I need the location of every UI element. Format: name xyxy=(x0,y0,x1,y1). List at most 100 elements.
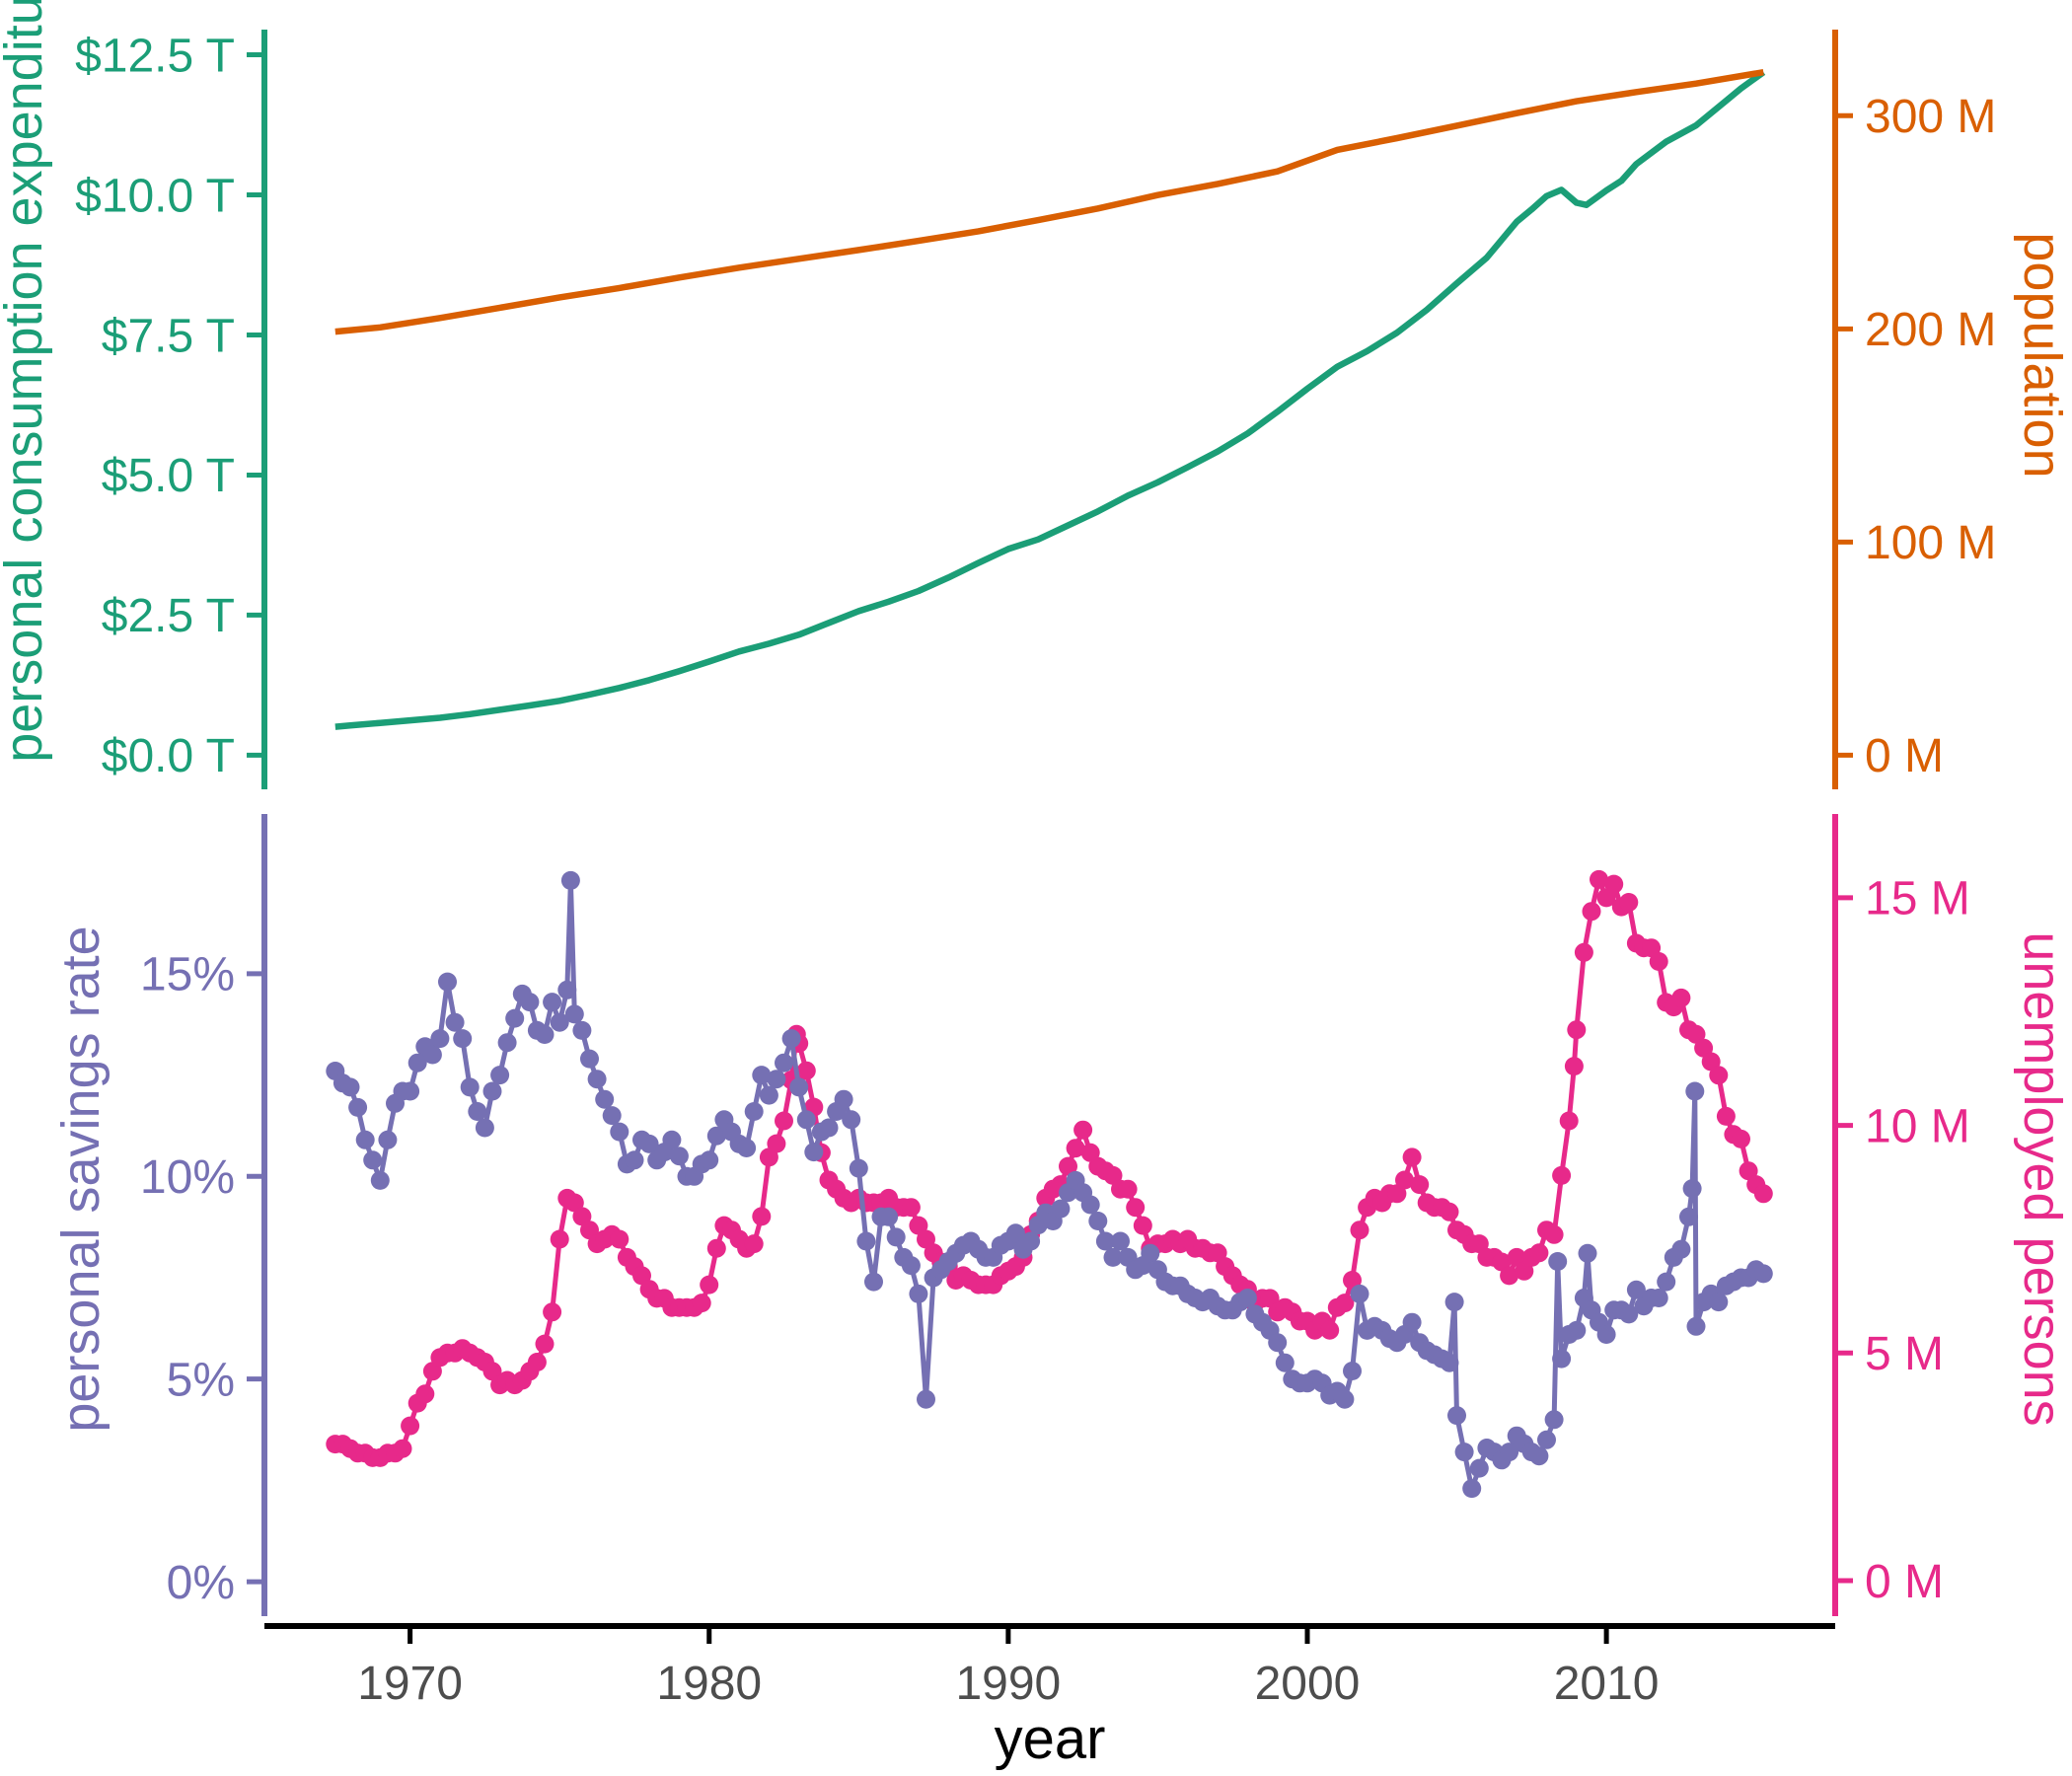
data-point xyxy=(407,1053,427,1073)
data-point xyxy=(1619,893,1639,912)
data-point xyxy=(1716,1106,1736,1126)
data-point xyxy=(543,993,562,1012)
data-point xyxy=(1447,1406,1466,1426)
series-population xyxy=(334,68,1764,335)
series-personal-savings-rate xyxy=(326,870,1773,1499)
data-point xyxy=(580,1049,599,1069)
data-point xyxy=(706,1238,726,1258)
data-point xyxy=(1537,1430,1556,1449)
axis-title-right: unemployed persons xyxy=(2013,931,2072,1426)
tick-label: 0 M xyxy=(1865,730,1944,782)
data-point xyxy=(1021,1231,1041,1251)
data-point xyxy=(1492,1252,1512,1272)
data-point xyxy=(1649,952,1668,971)
data-point xyxy=(1051,1199,1071,1219)
data-point xyxy=(1753,1264,1773,1284)
data-point xyxy=(550,1012,569,1032)
data-point xyxy=(401,1416,420,1436)
axis-title-right: population xyxy=(2013,232,2072,478)
data-point xyxy=(1559,1111,1579,1131)
data-point xyxy=(1552,1349,1572,1369)
data-point xyxy=(669,1147,689,1166)
data-point xyxy=(1343,1362,1362,1380)
data-point xyxy=(595,1089,615,1109)
data-point xyxy=(1657,1272,1676,1292)
data-point xyxy=(1059,1156,1077,1176)
data-point xyxy=(1685,1081,1705,1101)
data-point xyxy=(834,1089,853,1109)
data-point xyxy=(796,1061,816,1080)
data-point xyxy=(468,1102,487,1121)
data-point xyxy=(1462,1479,1482,1499)
data-point xyxy=(1671,988,1691,1007)
bottom-panel-right-axis: 0 M 5 M 10 M 15 M unemployed persons xyxy=(1832,814,2072,1616)
tick-label: $10.0 T xyxy=(75,170,235,222)
bottom-panel-left-axis: 0% 5% 10% 15% personal savings rate xyxy=(51,814,267,1616)
data-point xyxy=(1402,1312,1422,1332)
data-point xyxy=(535,1025,555,1044)
data-point xyxy=(752,1207,772,1226)
data-point xyxy=(789,1077,809,1097)
data-point xyxy=(564,1004,584,1024)
data-point xyxy=(527,1353,547,1371)
data-point xyxy=(587,1070,607,1089)
data-point xyxy=(1410,1175,1430,1195)
data-point xyxy=(1567,1320,1587,1340)
top-panel: $0.0 T $2.5 T $5.0 T $7.5 T $10.0 T $12.5 T pe… xyxy=(0,0,2072,789)
data-point xyxy=(1671,1239,1691,1259)
data-point xyxy=(1529,1243,1549,1263)
tick-label: 1970 xyxy=(357,1658,463,1710)
data-point xyxy=(1590,869,1608,889)
data-point xyxy=(849,1158,868,1178)
data-point xyxy=(1066,1139,1085,1158)
data-point xyxy=(1268,1333,1288,1353)
tick-label: 0% xyxy=(167,1557,235,1609)
data-point xyxy=(901,1256,921,1276)
data-point xyxy=(460,1077,480,1097)
data-point xyxy=(1604,874,1624,894)
data-point xyxy=(1500,1266,1519,1286)
data-point xyxy=(909,1216,928,1235)
data-point xyxy=(580,1221,599,1240)
x-axis-title: year xyxy=(995,1707,1106,1771)
data-point xyxy=(737,1139,757,1157)
data-point xyxy=(1320,1320,1340,1340)
data-point xyxy=(1709,1293,1729,1312)
series-line-unemployed-persons xyxy=(334,876,1766,1460)
data-point xyxy=(1126,1198,1146,1218)
data-point xyxy=(393,1439,412,1458)
data-point xyxy=(1440,1353,1459,1372)
data-point xyxy=(1260,1289,1280,1308)
data-point xyxy=(1649,1289,1668,1307)
data-point xyxy=(1582,902,1601,922)
data-point xyxy=(700,1275,719,1295)
data-point xyxy=(1619,1304,1639,1324)
data-point xyxy=(804,1143,824,1162)
data-point xyxy=(1732,1129,1750,1148)
data-point xyxy=(767,1134,786,1153)
data-point xyxy=(1515,1261,1534,1281)
data-point xyxy=(550,1229,569,1249)
data-point xyxy=(1343,1271,1362,1290)
series-personal-consumption-expenditure xyxy=(334,69,1766,730)
tick-label: 1980 xyxy=(656,1658,762,1710)
data-point xyxy=(543,1302,562,1322)
tick-label: $5.0 T xyxy=(102,450,235,502)
data-point xyxy=(1686,1024,1706,1044)
data-point xyxy=(1564,1057,1584,1076)
data-point xyxy=(1739,1161,1758,1181)
data-point xyxy=(781,1029,801,1049)
data-point xyxy=(1080,1195,1100,1215)
data-point xyxy=(775,1111,793,1131)
data-point xyxy=(1567,1020,1587,1040)
data-point xyxy=(1275,1353,1295,1372)
series-line-population xyxy=(334,68,1764,335)
data-point xyxy=(1596,1325,1616,1344)
axis-title-left: personal consumption expenditure xyxy=(0,0,53,763)
data-point xyxy=(864,1272,883,1292)
data-point xyxy=(602,1106,622,1126)
data-point xyxy=(1469,1458,1489,1478)
data-point xyxy=(1682,1179,1702,1199)
